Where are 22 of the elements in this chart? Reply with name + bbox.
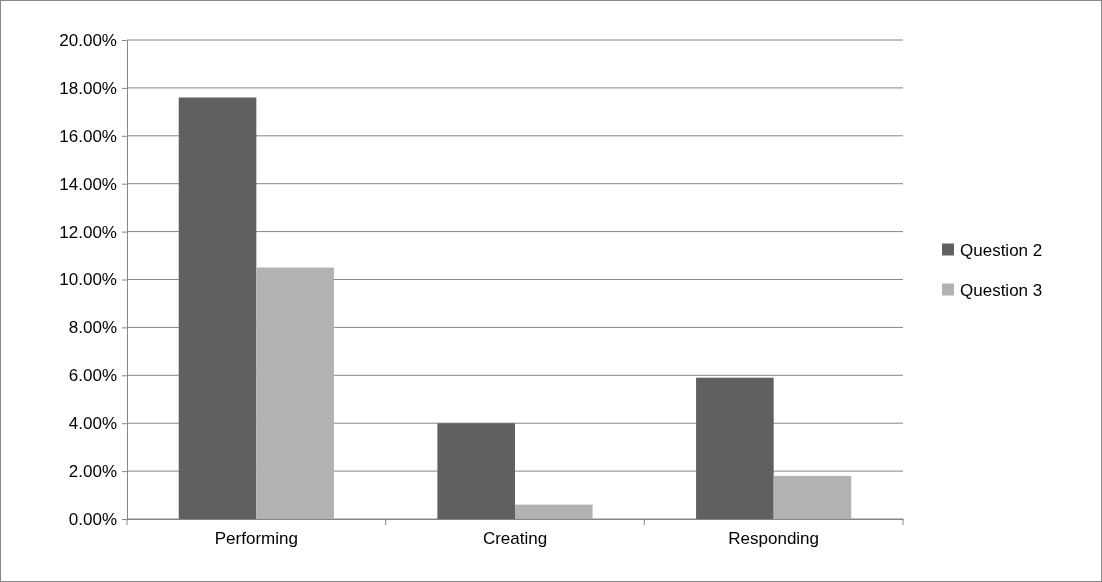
y-tick-label: 2.00% — [68, 462, 117, 482]
bar — [437, 423, 515, 519]
bar — [773, 475, 852, 519]
y-tick-label: 18.00% — [59, 78, 117, 98]
legend-label: Question 3 — [960, 280, 1043, 300]
y-tick-label: 4.00% — [68, 414, 117, 434]
legend-label: Question 2 — [960, 240, 1043, 260]
y-tick-label: 16.00% — [59, 126, 117, 146]
bar — [256, 267, 334, 519]
y-tick-label: 8.00% — [68, 318, 117, 338]
y-tick-label: 0.00% — [68, 509, 117, 529]
y-tick-label: 6.00% — [68, 366, 117, 386]
y-tick-label: 12.00% — [59, 222, 117, 242]
bar — [515, 504, 593, 519]
y-tick-label: 20.00% — [59, 30, 117, 50]
bar — [178, 97, 257, 519]
bar — [696, 377, 774, 519]
y-tick-label: 10.00% — [59, 270, 117, 290]
x-tick-label: Performing — [214, 529, 298, 549]
y-tick-label: 14.00% — [59, 174, 117, 194]
x-tick-label: Responding — [728, 529, 820, 549]
x-tick-label: Creating — [482, 529, 548, 549]
